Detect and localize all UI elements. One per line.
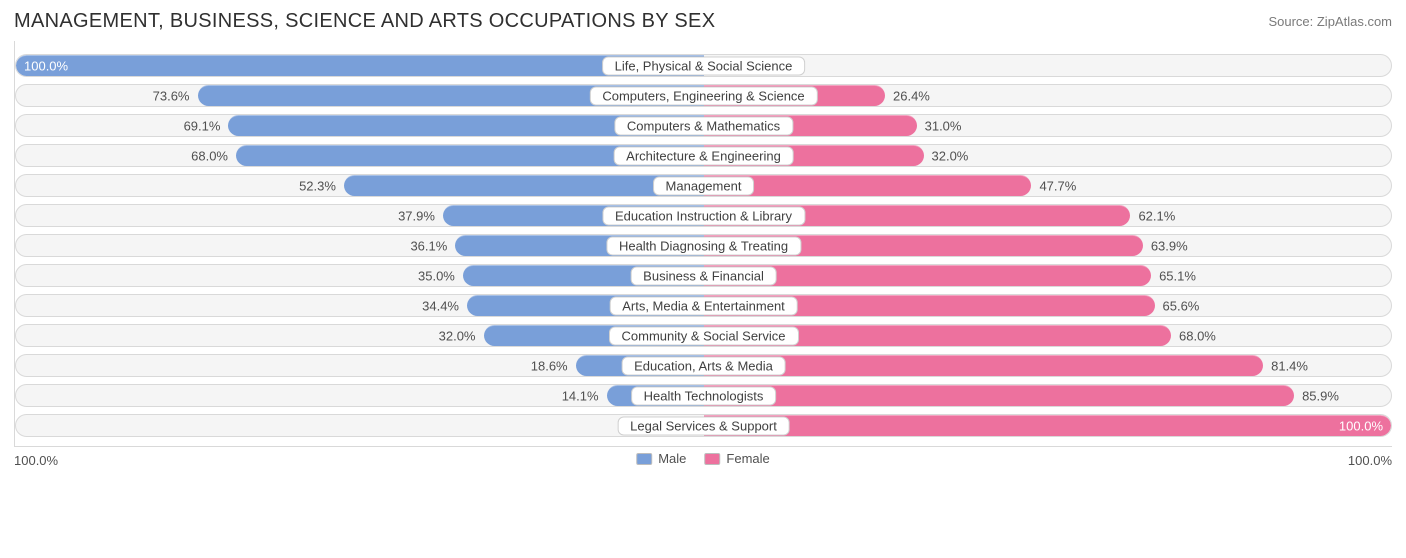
axis-right-label: 100.0%	[1348, 451, 1392, 468]
female-pct-label: 65.1%	[1159, 268, 1196, 283]
chart-row: Education, Arts & Media 18.6% 81.4%	[15, 354, 1392, 377]
female-pct-label: 81.4%	[1271, 358, 1308, 373]
chart-row: Life, Physical & Social Science100.0%0.0…	[15, 54, 1392, 77]
footer: 100.0% Male Female 100.0%	[14, 451, 1392, 468]
chart-row: Legal Services & Support0.0%100.0%	[15, 414, 1392, 437]
legend-male-label: Male	[658, 451, 686, 466]
male-pct-label: 18.6%	[531, 358, 568, 373]
male-bar	[16, 55, 704, 76]
category-label: Community & Social Service	[609, 326, 799, 345]
chart-row: Computers & Mathematics 69.1% 31.0%	[15, 114, 1392, 137]
female-pct-label: 85.9%	[1302, 388, 1339, 403]
category-label: Education Instruction & Library	[602, 206, 805, 225]
female-pct-label: 100.0%	[1339, 418, 1383, 433]
category-label: Life, Physical & Social Science	[602, 56, 806, 75]
chart-row: Health Technologists 14.1% 85.9%	[15, 384, 1392, 407]
male-pct-label: 36.1%	[410, 238, 447, 253]
female-pct-label: 26.4%	[893, 88, 930, 103]
male-bar	[344, 175, 704, 196]
female-bar	[704, 415, 1392, 436]
male-pct-label: 14.1%	[562, 388, 599, 403]
male-swatch-icon	[636, 453, 652, 465]
female-bar	[704, 355, 1264, 376]
male-pct-label: 68.0%	[191, 148, 228, 163]
female-pct-label: 65.6%	[1163, 298, 1200, 313]
chart-row: Arts, Media & Entertainment 34.4% 65.6%	[15, 294, 1392, 317]
category-label: Education, Arts & Media	[621, 356, 786, 375]
female-pct-label: 63.9%	[1151, 238, 1188, 253]
female-swatch-icon	[704, 453, 720, 465]
chart-row: Community & Social Service 32.0% 68.0%	[15, 324, 1392, 347]
category-label: Health Diagnosing & Treating	[606, 236, 801, 255]
male-pct-label: 32.0%	[439, 328, 476, 343]
chart-row: Education Instruction & Library 37.9% 62.1…	[15, 204, 1392, 227]
header: MANAGEMENT, BUSINESS, SCIENCE AND ARTS O…	[14, 10, 1392, 33]
female-pct-label: 62.1%	[1138, 208, 1175, 223]
male-pct-label: 37.9%	[398, 208, 435, 223]
legend-male: Male	[636, 451, 686, 466]
chart-row: Health Diagnosing & Treating 36.1% 63.9%	[15, 234, 1392, 257]
category-label: Computers, Engineering & Science	[589, 86, 817, 105]
category-label: Health Technologists	[631, 386, 777, 405]
axis-left-label: 100.0%	[14, 451, 58, 468]
female-pct-label: 31.0%	[925, 118, 962, 133]
female-pct-label: 32.0%	[932, 148, 969, 163]
female-pct-label: 68.0%	[1179, 328, 1216, 343]
male-pct-label: 34.4%	[422, 298, 459, 313]
legend-female-label: Female	[726, 451, 769, 466]
chart-row: Management 52.3% 47.7%	[15, 174, 1392, 197]
category-label: Computers & Mathematics	[614, 116, 793, 135]
legend: Male Female	[636, 451, 770, 466]
category-label: Legal Services & Support	[617, 416, 790, 435]
category-label: Arts, Media & Entertainment	[609, 296, 798, 315]
male-pct-label: 73.6%	[153, 88, 190, 103]
source-label: Source: ZipAtlas.com	[1268, 14, 1392, 29]
chart-row: Architecture & Engineering 68.0% 32.0%	[15, 144, 1392, 167]
male-pct-label: 52.3%	[299, 178, 336, 193]
male-pct-label: 69.1%	[184, 118, 221, 133]
chart-title: MANAGEMENT, BUSINESS, SCIENCE AND ARTS O…	[14, 10, 715, 33]
chart-row: Computers, Engineering & Science 73.6% 26.…	[15, 84, 1392, 107]
category-label: Management	[653, 176, 755, 195]
chart-row: Business & Financial 35.0% 65.1%	[15, 264, 1392, 287]
category-label: Architecture & Engineering	[613, 146, 794, 165]
category-label: Business & Financial	[630, 266, 777, 285]
male-pct-label: 100.0%	[24, 58, 68, 73]
chart-area: Life, Physical & Social Science100.0%0.0…	[14, 41, 1392, 447]
male-pct-label: 35.0%	[418, 268, 455, 283]
female-pct-label: 47.7%	[1039, 178, 1076, 193]
female-bar	[704, 385, 1295, 406]
legend-female: Female	[704, 451, 769, 466]
